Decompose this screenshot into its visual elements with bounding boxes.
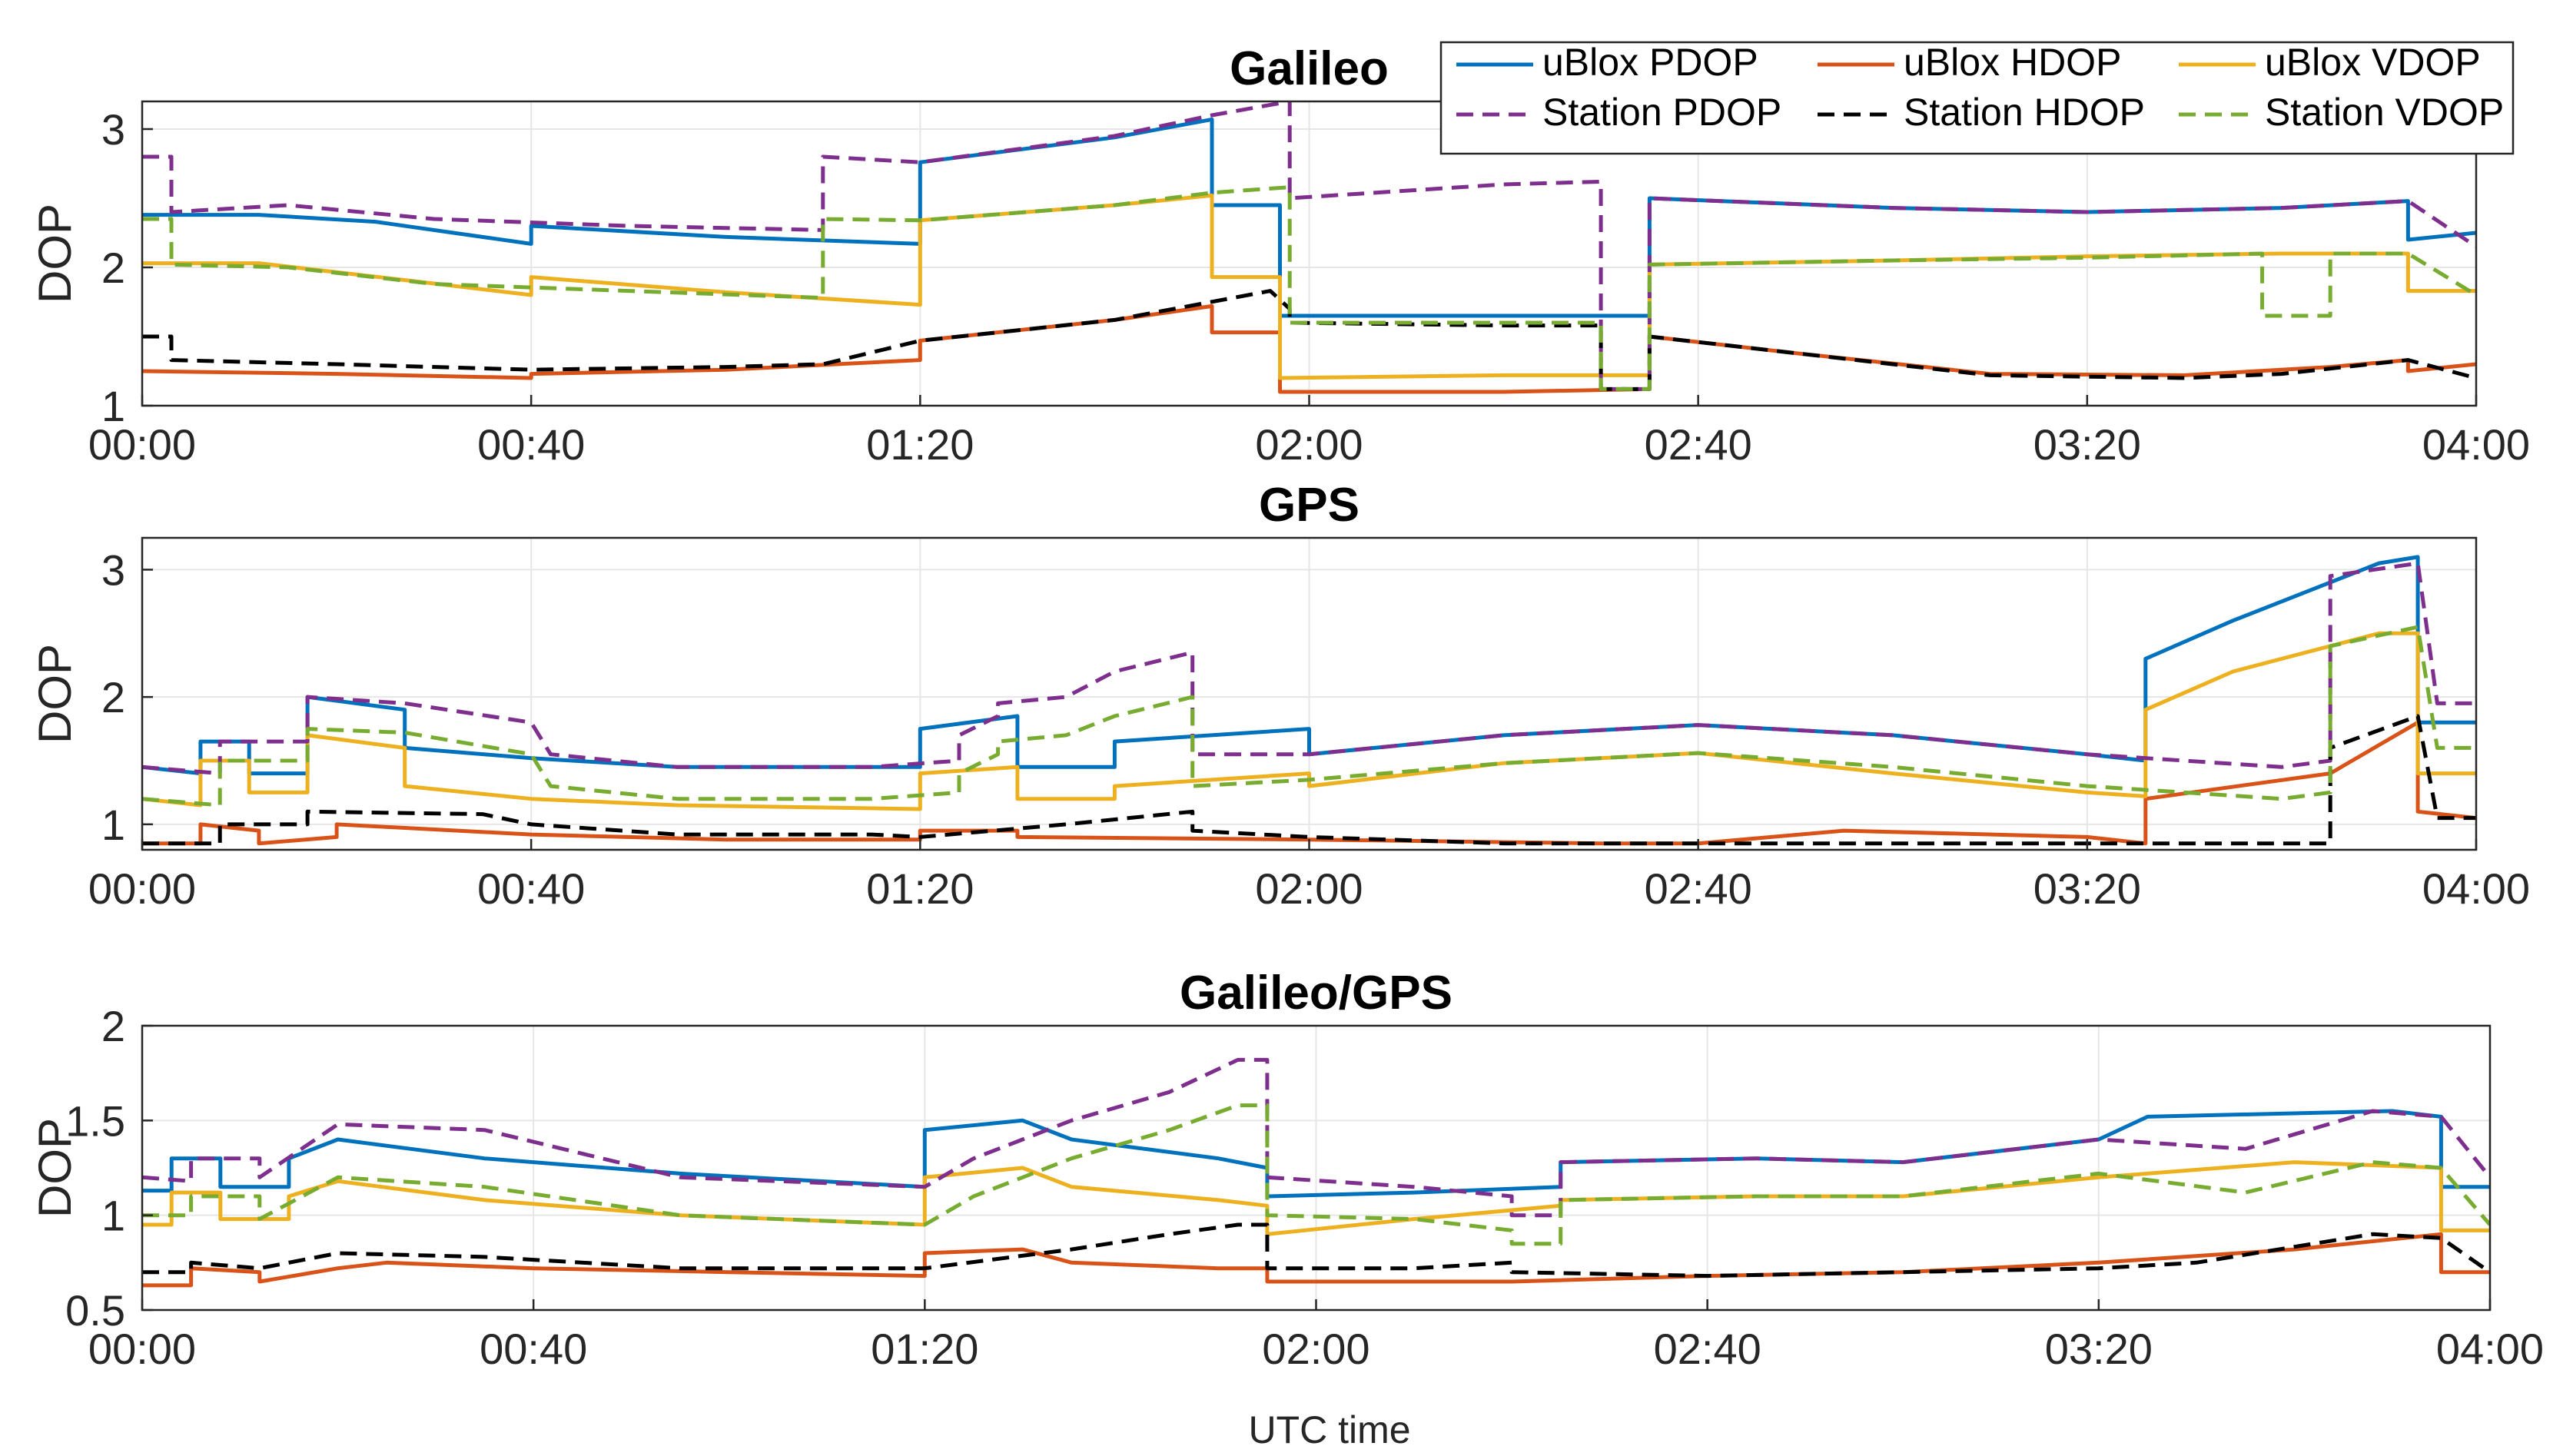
x-tick-label: 02:40 xyxy=(1645,420,1752,469)
series-line-ublox-vdop xyxy=(142,1160,2490,1236)
x-tick-label: 03:20 xyxy=(2033,420,2141,469)
panel-1: 00:00 00:40 01:20 02:00 02:40 03:20 04:00 1 2 3 Ga… xyxy=(29,41,2530,469)
y-tick-label: 2 xyxy=(101,1002,125,1050)
series-line-station-hdop xyxy=(142,1222,2490,1279)
y-axis-label: DOP xyxy=(29,644,81,744)
x-tick-label: 00:40 xyxy=(477,864,585,913)
panel-3: 00:00 00:40 01:20 02:00 02:40 03:20 04:00 0.5 1 1… xyxy=(29,967,2544,1373)
y-tick-label: 3 xyxy=(101,546,125,594)
x-tick-label: 00:00 xyxy=(88,1325,196,1373)
series-group xyxy=(142,555,2476,846)
panel-2: 00:00 00:40 01:20 02:00 02:40 03:20 04:00 1 2 3 GP… xyxy=(29,479,2530,913)
x-tick-label: 02:00 xyxy=(1255,420,1363,469)
x-tick-label: 02:00 xyxy=(1262,1325,1369,1373)
x-tick-label: 00:40 xyxy=(480,1325,587,1373)
x-tick-label: 00:00 xyxy=(88,420,196,469)
x-tick-label: 02:40 xyxy=(1645,864,1752,913)
series-group xyxy=(142,101,2476,394)
x-tick-label: 03:20 xyxy=(2045,1325,2153,1373)
y-tick-label: 0.5 xyxy=(65,1286,125,1335)
y-tick-label: 3 xyxy=(101,105,125,154)
x-tick-label: 04:00 xyxy=(2436,1325,2544,1373)
panel-title: GPS xyxy=(1259,479,1360,532)
series-line-ublox-hdop xyxy=(142,720,2476,846)
x-tick-label: 01:20 xyxy=(871,1325,978,1373)
legend-label-station-hdop: Station HDOP xyxy=(1904,91,2145,134)
legend: uBlox PDOP uBlox HDOP uBlox VDOP Station PD… xyxy=(1439,41,2515,155)
y-tick-label: 1 xyxy=(101,1192,125,1240)
series-line-station-vdop xyxy=(142,1103,2490,1246)
series-line-station-pdop xyxy=(142,101,2476,391)
panel-title: Galileo xyxy=(1230,42,1389,95)
y-tick-label: 1.5 xyxy=(65,1096,125,1145)
series-line-station-vdop xyxy=(142,185,2476,391)
x-tick-label: 03:20 xyxy=(2033,864,2141,913)
series-line-station-hdop xyxy=(142,714,2476,846)
y-tick-label: 2 xyxy=(101,673,125,721)
y-tick-label: 1 xyxy=(101,382,125,430)
x-tick-label: 02:40 xyxy=(1654,1325,1761,1373)
series-group xyxy=(142,1057,2490,1288)
series-line-station-vdop xyxy=(142,625,2476,808)
x-tick-label: 04:00 xyxy=(2422,420,2530,469)
x-tick-label: 02:00 xyxy=(1255,864,1363,913)
x-tick-label: 01:20 xyxy=(866,864,974,913)
series-line-station-pdop xyxy=(142,561,2476,776)
y-tick-label: 2 xyxy=(101,244,125,292)
series-line-station-hdop xyxy=(142,289,2476,391)
x-tick-label: 00:00 xyxy=(88,864,196,913)
figure-xlabel: UTC time xyxy=(1248,1408,1410,1451)
legend-label-ublox-hdop: uBlox HDOP xyxy=(1904,41,2121,84)
y-tick-label: 1 xyxy=(101,801,125,849)
series-line-station-pdop xyxy=(142,1057,2490,1218)
series-line-ublox-hdop xyxy=(142,1232,2490,1288)
legend-label-station-vdop: Station VDOP xyxy=(2265,91,2504,134)
legend-label-ublox-vdop: uBlox VDOP xyxy=(2265,41,2481,84)
y-axis-label: DOP xyxy=(29,1118,81,1218)
legend-box xyxy=(1439,41,2515,155)
legend-label-station-pdop: Station PDOP xyxy=(1542,91,1781,134)
panel-title: Galileo/GPS xyxy=(1180,967,1452,1020)
panels: 00:00 00:40 01:20 02:00 02:40 03:20 04:00 1 2 3 Ga… xyxy=(29,41,2544,1373)
series-line-ublox-vdop xyxy=(142,631,2476,811)
x-tick-label: 01:20 xyxy=(866,420,974,469)
x-tick-label: 00:40 xyxy=(477,420,585,469)
series-line-ublox-pdop xyxy=(142,1109,2490,1199)
y-axis-label: DOP xyxy=(29,204,81,303)
legend-label-ublox-pdop: uBlox PDOP xyxy=(1542,41,1758,84)
x-tick-label: 04:00 xyxy=(2422,864,2530,913)
